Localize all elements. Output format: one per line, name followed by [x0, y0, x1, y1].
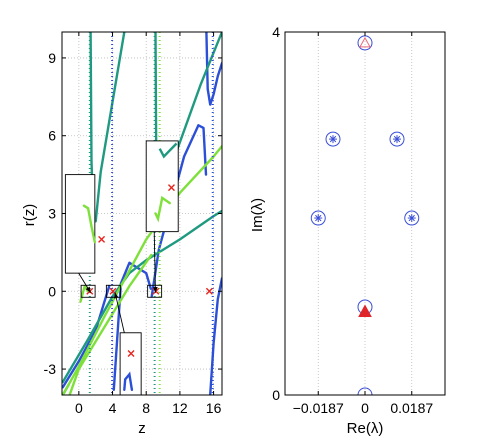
left-chart: 0 4 8 12 16 -3 0 3 6 9 z r(z) [21, 31, 223, 437]
y-tick-label: 9 [48, 50, 56, 66]
eigenvalue-circle [310, 210, 326, 226]
star-stroke [329, 135, 337, 143]
lime-curve [62, 144, 222, 395]
left-ticks: 0 4 8 12 16 -3 0 3 6 9 [44, 32, 222, 416]
inset-curve [123, 371, 134, 391]
x-marker [167, 184, 175, 192]
x-marker-stroke [127, 350, 135, 358]
eigenvalue-star [329, 135, 337, 144]
lime-curve [68, 253, 153, 395]
x-tick-label: 8 [142, 400, 150, 416]
left-x-label: z [138, 420, 146, 437]
zoom-box [147, 284, 163, 298]
inset-arrowhead [85, 286, 91, 293]
eigenvalue-triangle-open [359, 36, 371, 48]
right-ticks: −0.0187 0 0.0187 0 4 [272, 24, 445, 416]
x-tick-label: 0 [75, 400, 83, 416]
eigenvalue-star [393, 135, 401, 144]
star-stroke [393, 135, 401, 143]
inset-arrow [114, 292, 125, 333]
eigenvalue-circle [325, 131, 341, 147]
star-stroke [315, 214, 322, 222]
x-marker-stroke [167, 184, 175, 192]
inset-top-right [145, 140, 179, 293]
inset-arrow [153, 231, 156, 293]
x-marker-stroke [109, 287, 117, 295]
inset-curve [158, 142, 178, 159]
x-marker [127, 350, 135, 358]
right-grid [317, 32, 413, 395]
zoom-box [105, 284, 121, 298]
right-y-label: Im(λ) [249, 198, 266, 232]
inset-arrowhead [153, 287, 158, 293]
inset-curve [154, 195, 171, 223]
eigenvalue-star [407, 214, 416, 223]
x-tick-label: 0 [361, 400, 369, 416]
inset-curve [82, 204, 96, 244]
y-tick-label: 6 [48, 128, 56, 144]
inset-bottom [114, 292, 142, 396]
x-marker [98, 235, 106, 243]
x-tick-label: 12 [172, 400, 188, 416]
eigenvalue-circle [404, 210, 420, 226]
eigenvalue-star [314, 214, 323, 223]
y-tick-label: 4 [272, 24, 280, 40]
eigenvalue-circle [357, 387, 373, 395]
blue-curve [62, 284, 111, 389]
inset-arrowhead [114, 292, 119, 299]
teal-curve [62, 209, 222, 384]
right-x-label: Re(λ) [347, 420, 384, 437]
x-marker [205, 287, 213, 295]
zoom-box [80, 284, 96, 298]
teal-curve [89, 32, 126, 223]
eigenvalue-circle [389, 131, 405, 147]
x-tick-label: −0.0187 [293, 400, 344, 416]
left-y-label: r(z) [21, 204, 38, 227]
y-tick-label: 0 [272, 387, 280, 403]
left-insets [64, 140, 179, 396]
right-chart: −0.0187 0 0.0187 0 4 Re(λ) Im(λ) [249, 24, 446, 437]
inset-left [64, 174, 106, 293]
blue-curve [205, 32, 222, 106]
blue-curve [209, 277, 222, 395]
blue-curve [150, 124, 208, 298]
y-tick-label: 3 [48, 206, 56, 222]
x-tick-label: 0.0187 [390, 400, 433, 416]
blue-curve [112, 261, 152, 391]
x-tick-label: 16 [206, 400, 222, 416]
x-marker-stroke [98, 235, 106, 243]
y-tick-label: -3 [44, 361, 57, 377]
x-tick-label: 4 [109, 400, 117, 416]
star-stroke [408, 214, 415, 222]
y-tick-label: 0 [48, 283, 56, 299]
x-marker-stroke [205, 287, 213, 295]
eigenvalue-triangle-filled [358, 304, 372, 318]
